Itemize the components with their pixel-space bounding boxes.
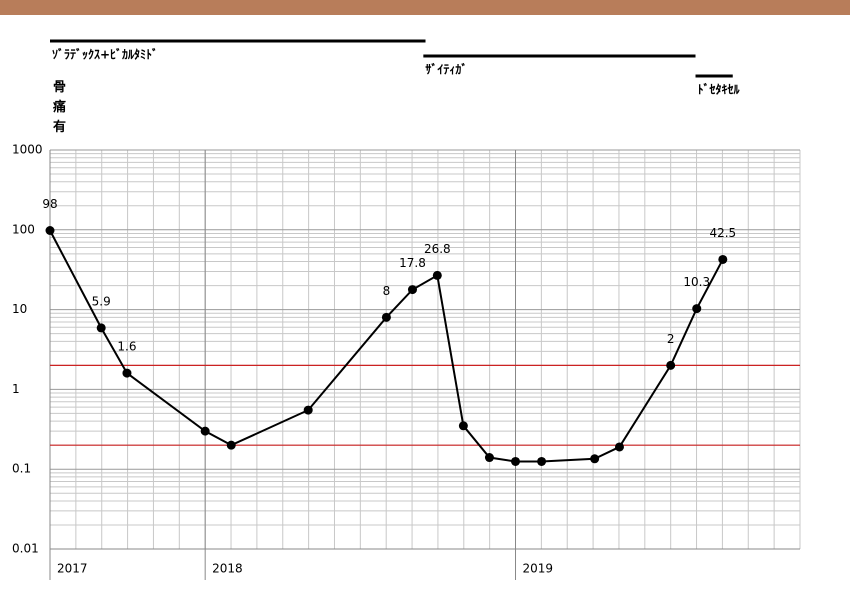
y-tick-label: 100 bbox=[12, 222, 35, 236]
data-point bbox=[45, 226, 55, 236]
header-bar bbox=[0, 0, 850, 15]
data-label: 17.8 bbox=[399, 256, 426, 270]
data-point bbox=[381, 312, 391, 322]
data-label: 5.9 bbox=[92, 294, 111, 308]
data-point bbox=[303, 405, 313, 415]
data-point bbox=[718, 254, 728, 264]
data-point bbox=[432, 270, 442, 280]
x-tick-label: 2019 bbox=[523, 562, 554, 576]
data-point bbox=[407, 285, 417, 295]
data-label: 10.3 bbox=[683, 275, 710, 289]
data-label: 8 bbox=[383, 284, 391, 298]
y-tick-label: 0.1 bbox=[12, 462, 31, 476]
x-tick-label: 2018 bbox=[212, 562, 243, 576]
x-tick-label: 2017 bbox=[57, 562, 88, 576]
data-label: 2 bbox=[667, 332, 675, 346]
data-point bbox=[666, 360, 676, 370]
data-label: 98 bbox=[42, 197, 57, 211]
data-point bbox=[122, 368, 132, 378]
data-point bbox=[590, 454, 600, 464]
data-label: 42.5 bbox=[709, 226, 736, 240]
data-point bbox=[484, 453, 494, 463]
data-label: 26.8 bbox=[424, 242, 451, 256]
y-tick-label: 10 bbox=[12, 302, 27, 316]
data-point bbox=[692, 304, 702, 314]
annotation: 骨痛有 bbox=[53, 80, 67, 135]
y-tick-label: 1 bbox=[12, 382, 20, 396]
data-point bbox=[226, 440, 236, 450]
treatment-label: ｿﾞﾗﾃﾞｯｸｽ+ﾋﾞｶﾙﾀﾐﾄﾞ bbox=[52, 47, 158, 62]
y-tick-label: 1000 bbox=[12, 143, 43, 157]
data-point bbox=[200, 426, 210, 436]
data-line bbox=[49, 230, 724, 463]
data-point bbox=[537, 456, 547, 466]
data-point bbox=[511, 456, 521, 466]
data-point bbox=[458, 421, 468, 431]
data-point bbox=[614, 442, 624, 452]
treatment-label: ｻﾞｲﾃｨｶﾞ bbox=[425, 62, 467, 77]
data-point bbox=[96, 323, 106, 333]
y-tick-label: 0.01 bbox=[12, 542, 39, 556]
data-label: 1.6 bbox=[117, 340, 136, 354]
treatment-label: ﾄﾞｾﾀｷｾﾙ bbox=[698, 82, 741, 97]
